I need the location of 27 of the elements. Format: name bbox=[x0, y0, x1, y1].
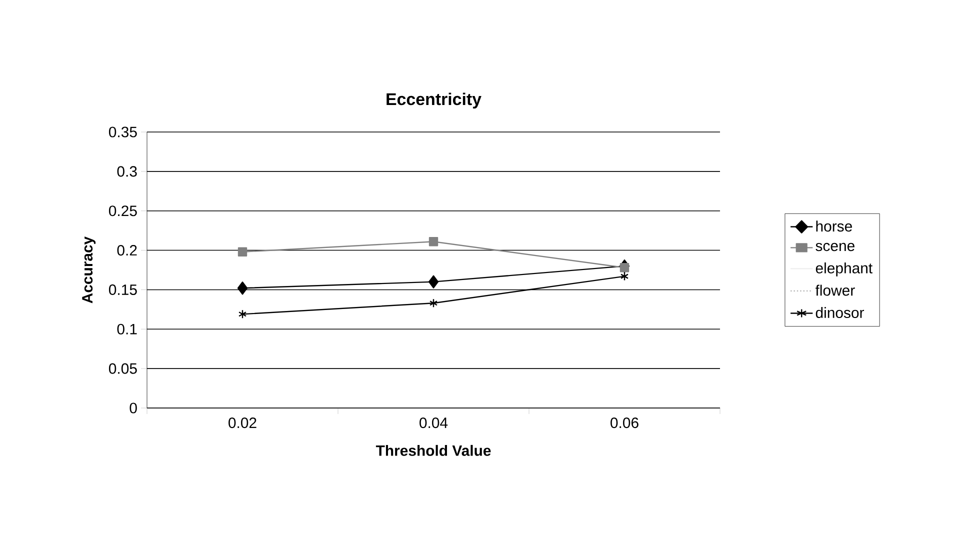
x-tick-label: 0.02 bbox=[228, 418, 256, 428]
legend-label: dinosor bbox=[816, 307, 864, 318]
y-tick-label: 0.1 bbox=[117, 324, 137, 334]
legend-label: scene bbox=[816, 242, 854, 252]
point bbox=[429, 298, 438, 308]
x-tick-label: 0.06 bbox=[610, 418, 638, 428]
x-tick-label: 0.04 bbox=[420, 418, 448, 428]
legend-label: elephant bbox=[816, 262, 872, 276]
point bbox=[620, 263, 630, 272]
y-tick-label: 0.35 bbox=[108, 126, 137, 138]
x-axis-title: Threshold Value bbox=[376, 444, 491, 456]
y-tick-label: 0 bbox=[130, 402, 137, 414]
point bbox=[237, 282, 248, 295]
point bbox=[428, 275, 439, 288]
y-tick-label: 0.15 bbox=[108, 284, 137, 295]
y-tick-label: 0.3 bbox=[117, 166, 137, 177]
legend-label: horse bbox=[816, 220, 852, 232]
point bbox=[238, 247, 248, 256]
y-tick-label: 0.25 bbox=[108, 206, 137, 216]
point bbox=[238, 310, 247, 319]
y-tick-label: 0.2 bbox=[117, 244, 137, 256]
point bbox=[428, 237, 438, 246]
y-axis-title: Accuracy bbox=[82, 236, 96, 304]
chart-title: Eccentricity bbox=[386, 92, 482, 108]
y-tick-label: 0.05 bbox=[108, 363, 137, 374]
point bbox=[620, 272, 629, 281]
legend-label: flower bbox=[815, 284, 855, 296]
